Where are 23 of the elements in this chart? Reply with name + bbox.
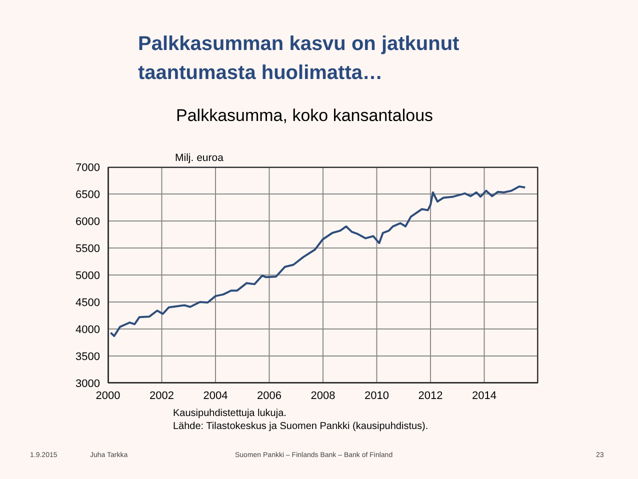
x-tick-label: 2010 <box>364 390 389 402</box>
y-tick-label: 5500 <box>76 242 100 255</box>
line-series <box>110 185 526 338</box>
x-tick-label: 2008 <box>310 390 336 402</box>
y-tick-label: 6000 <box>76 216 100 228</box>
x-tick-label: 2014 <box>472 390 496 402</box>
y-tick-label: 7000 <box>76 162 100 174</box>
chart-title: Palkkasumman kasvu on jatkunut taantumasta huolimatta… <box>138 32 460 86</box>
y-tick-label: 4500 <box>76 296 100 309</box>
x-tick-label: 2002 <box>150 390 174 402</box>
x-tick-label: 2006 <box>257 390 282 402</box>
y-tick-label: 3500 <box>76 350 100 363</box>
y-tick-label: 6500 <box>76 188 100 201</box>
text: Kausipuhdistettuja lukuja. <box>173 407 288 420</box>
text: Lähde: Tilastokeskus ja Suomen Pankki (kausipuhdistus). <box>173 420 428 433</box>
chart-subtitle: Palkkasumma, koko kansantalous <box>176 106 434 126</box>
y-tick-label: 5000 <box>76 270 100 282</box>
x-tick-label: 2012 <box>418 390 443 402</box>
x-tick-label: 2004 <box>203 390 228 402</box>
y-tick-label: 3000 <box>76 378 100 390</box>
y-tick-label: 4000 <box>76 324 100 336</box>
y-axis-title: Milj. euroa <box>175 152 224 164</box>
x-tick-label: 2000 <box>96 390 120 402</box>
